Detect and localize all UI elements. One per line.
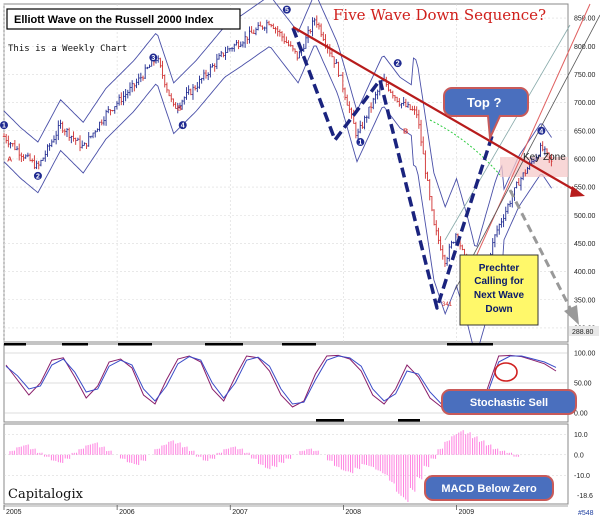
prechter-line-2: Calling for: [474, 276, 524, 287]
stochastic-y-tick: 100.00: [574, 351, 596, 358]
macd-callout: MACD Below Zero: [424, 475, 554, 501]
wave-label-marker: [0, 121, 8, 130]
wave-label-marker: [178, 121, 187, 130]
x-tick-label: 2006: [119, 509, 135, 516]
price-y-tick: 650.00: [574, 128, 596, 135]
downtrend-line: [292, 26, 579, 193]
price-y-tick: 550.00: [574, 185, 596, 192]
price-panel: 850.00800.00750.00700.00650.00600.00550.…: [0, 0, 600, 504]
x-tick-label: 2007: [232, 509, 248, 516]
macd-y-axis: 10.0 0.0 -10.0: [4, 432, 590, 480]
wave-label-marker: [33, 171, 42, 180]
top-callout-label: Top ?: [467, 95, 501, 110]
macd-y-tick: 10.0: [574, 432, 588, 439]
prechter-line-1: Prechter: [479, 263, 520, 274]
wave-label-marker: [282, 5, 291, 14]
upper-band: [3, 0, 552, 247]
x-tick-label: 2005: [6, 509, 22, 516]
chart-title: Elliott Wave on the Russell 2000 Index: [14, 14, 214, 26]
wave-label: A: [7, 156, 12, 163]
wave-label: 1: [358, 140, 362, 147]
price-y-tick: 800.00: [574, 44, 596, 51]
projection-arrow: [508, 189, 574, 313]
price-y-tick: 450.00: [574, 241, 596, 248]
wave-label: 4: [539, 128, 543, 135]
corner-code: #548: [578, 510, 594, 517]
prechter-line-3: Next Wave: [474, 290, 525, 301]
stochastic-y-tick: 0.00: [574, 411, 588, 418]
price-bars: [2, 15, 553, 307]
macd-panel: 10.0 0.0 -10.0 MACD Below Zero -18.6 Capit…: [3, 423, 593, 505]
macd-y-tick: -10.0: [574, 473, 590, 480]
stochastic-panel: 100.00 50.00 0.00 Stochastic Sell: [3, 343, 596, 423]
price-y-tick: 700.00: [574, 100, 596, 107]
price-y-axis: 850.00 800.00 750.00 700.00 650.00 600.00 550.…: [574, 16, 596, 333]
price-y-tick: 500.00: [574, 213, 596, 220]
macd-bars: [9, 430, 519, 502]
low-value-label: 341: [442, 302, 453, 308]
price-y-tick: 850.00: [574, 16, 596, 23]
prechter-line-4: Down: [485, 304, 512, 315]
key-zone-label: Key Zone: [523, 152, 566, 163]
top-callout: Top ?: [443, 87, 529, 142]
wave-label-marker: [149, 53, 158, 62]
wave-label: 2: [36, 173, 40, 180]
stochastic-y-tick: 50.00: [574, 381, 592, 388]
headline: Five Wave Down Sequence?: [333, 6, 546, 24]
wave-label: 3: [151, 55, 155, 62]
projection-arrowhead: [564, 305, 579, 325]
price-y-tick: 600.00: [574, 156, 596, 163]
prechter-box: Prechter Calling for Next Wave Down: [459, 254, 539, 326]
price-y-tick: 750.00: [574, 72, 596, 79]
wave-label: B: [403, 128, 408, 135]
wave-label: 2: [396, 61, 400, 68]
wave-label-marker: [393, 59, 402, 68]
x-axis: 2005 2006 2007 2008 2009: [3, 505, 568, 516]
wave-label: 5: [285, 7, 289, 14]
wave-label: 1: [2, 123, 6, 130]
x-tick-label: 2009: [459, 509, 475, 516]
stochastic-callout-label: Stochastic Sell: [470, 397, 548, 409]
chart-subtitle: This is a Weekly Chart: [8, 44, 127, 54]
price-y-tick: 350.00: [574, 297, 596, 304]
stochastic-highlight-circle: [494, 362, 518, 382]
macd-y-tick: 0.0: [574, 452, 584, 459]
wave-label: B: [177, 106, 182, 113]
wave-label-marker: [537, 126, 546, 135]
channel-lines: [429, 3, 600, 291]
macd-last-value: -18.6: [577, 493, 593, 500]
stochastic-markers: [4, 343, 493, 422]
stochastic-callout: Stochastic Sell: [441, 389, 577, 415]
wave-label: 4: [181, 123, 185, 130]
title-box: Elliott Wave on the Russell 2000 Index: [6, 8, 241, 30]
macd-callout-label: MACD Below Zero: [441, 483, 537, 495]
x-tick-label: 2008: [345, 509, 361, 516]
downtrend-arrowhead: [570, 186, 585, 197]
wave-label-marker: [356, 138, 365, 147]
elliott-wave-path: [291, 27, 494, 310]
price-y-tick: 400.00: [574, 269, 596, 276]
last-price-label: 288.80: [572, 329, 594, 336]
brand-logo: Capitalogix: [8, 487, 84, 502]
